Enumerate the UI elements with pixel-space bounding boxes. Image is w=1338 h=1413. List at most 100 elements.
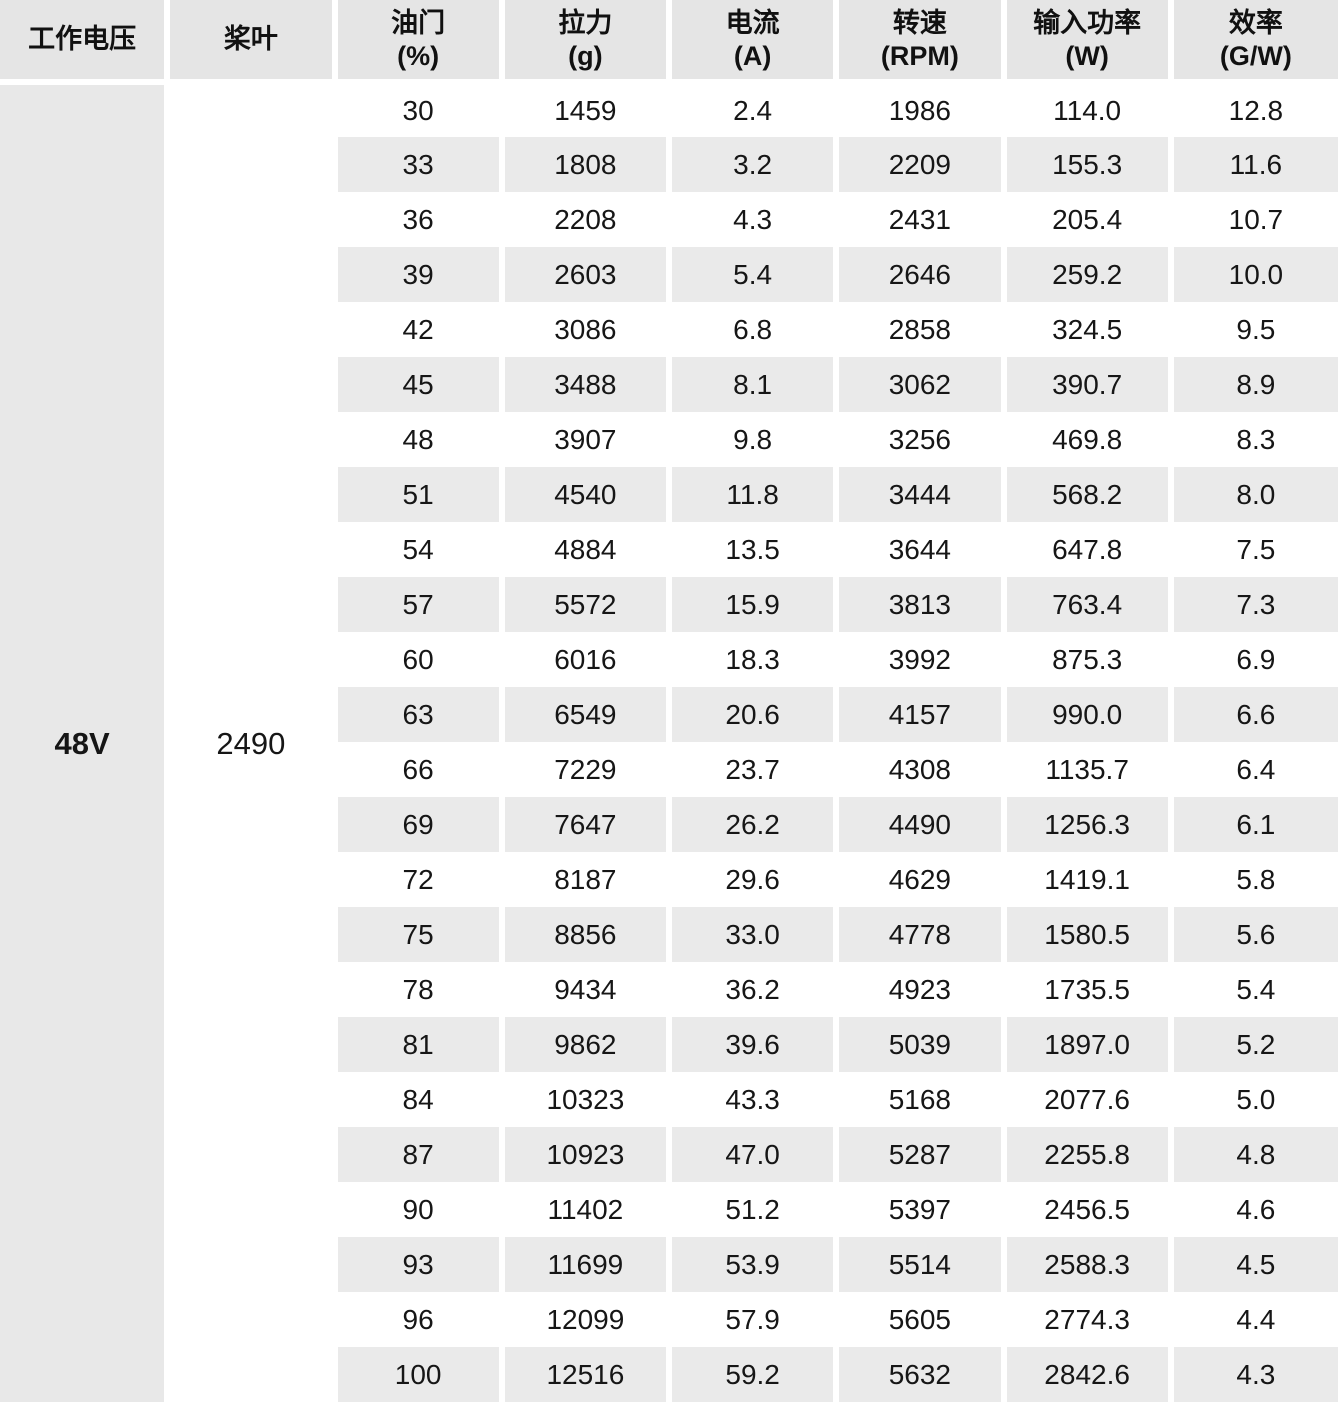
column-header-voltage: 工作电压 [0, 0, 168, 85]
cell-throttle: 57 [331, 577, 502, 632]
cell-throttle: 93 [331, 1237, 502, 1292]
cell-throttle: 30 [331, 82, 502, 137]
column-header-throttle-unit: (%) [397, 40, 440, 71]
cell-rpm: 3644 [833, 522, 1004, 577]
column-header-rpm-label: 转速 [892, 7, 947, 38]
cell-current: 6.8 [665, 302, 837, 357]
table-row: 42 3086 6.8 2858 324.5 9.5 [0, 302, 1338, 357]
cell-current: 23.7 [665, 742, 837, 797]
cell-efficiency: 5.8 [1167, 852, 1338, 907]
cell-rpm: 5287 [833, 1127, 1004, 1182]
cell-efficiency: 8.3 [1167, 412, 1338, 467]
cell-throttle: 72 [331, 852, 502, 907]
column-header-input-power-unit: (W) [1065, 40, 1109, 71]
cell-rpm: 4778 [833, 907, 1004, 962]
cell-thrust: 12516 [498, 1347, 669, 1402]
column-header-voltage-label: 工作电压 [28, 24, 137, 54]
header-row: 工作电压 桨叶 油门 (%) 拉力 (g) 电流 (A) 转速 (RPM) [0, 0, 1338, 85]
cell-input-power: 2077.6 [1000, 1072, 1171, 1127]
cell-input-power: 2588.3 [1000, 1237, 1171, 1292]
cell-current: 29.6 [665, 852, 837, 907]
table-row: 45 3488 8.1 3062 390.7 8.9 [0, 357, 1338, 412]
cell-rpm: 1986 [833, 82, 1004, 137]
cell-rpm: 4923 [833, 962, 1004, 1017]
column-header-input-power: 输入功率 (W) [1000, 0, 1171, 85]
cell-current: 51.2 [665, 1182, 837, 1237]
cell-current: 9.8 [665, 412, 837, 467]
table-row: 66 7229 23.7 4308 1135.7 6.4 [0, 742, 1338, 797]
cell-efficiency: 5.2 [1167, 1017, 1338, 1072]
cell-efficiency: 4.5 [1167, 1237, 1338, 1292]
cell-input-power: 2456.5 [1000, 1182, 1171, 1237]
cell-rpm: 5397 [833, 1182, 1004, 1237]
table-row: 81 9862 39.6 5039 1897.0 5.2 [0, 1017, 1338, 1072]
cell-efficiency: 4.4 [1167, 1292, 1338, 1347]
table-row: 33 1808 3.2 2209 155.3 11.6 [0, 137, 1338, 192]
cell-input-power: 1419.1 [1000, 852, 1171, 907]
column-header-throttle-label: 油门 [391, 7, 446, 38]
cell-throttle: 54 [331, 522, 502, 577]
cell-thrust: 6016 [498, 632, 669, 687]
cell-throttle: 69 [331, 797, 502, 852]
cell-thrust: 8856 [498, 907, 669, 962]
cell-throttle: 42 [331, 302, 502, 357]
cell-efficiency: 4.3 [1167, 1347, 1338, 1402]
cell-thrust: 11699 [498, 1237, 669, 1292]
table-row: 54 4884 13.5 3644 647.8 7.5 [0, 522, 1338, 577]
propeller-cell: 2490 [164, 82, 335, 1402]
cell-throttle: 33 [331, 137, 502, 192]
cell-current: 47.0 [665, 1127, 837, 1182]
cell-thrust: 9434 [498, 962, 669, 1017]
table-body: 48V 2490 30 1459 2.4 1986 114.0 12.8 33 1808 3.2 22… [0, 82, 1338, 1402]
cell-thrust: 7647 [498, 797, 669, 852]
table-row: 84 10323 43.3 5168 2077.6 5.0 [0, 1072, 1338, 1127]
cell-input-power: 990.0 [1000, 687, 1171, 742]
table-row: 39 2603 5.4 2646 259.2 10.0 [0, 247, 1338, 302]
table-row: 63 6549 20.6 4157 990.0 6.6 [0, 687, 1338, 742]
cell-thrust: 4884 [498, 522, 669, 577]
cell-throttle: 100 [331, 1347, 502, 1402]
table-row: 69 7647 26.2 4490 1256.3 6.1 [0, 797, 1338, 852]
cell-rpm: 2431 [833, 192, 1004, 247]
cell-rpm: 2209 [833, 137, 1004, 192]
cell-thrust: 8187 [498, 852, 669, 907]
cell-input-power: 469.8 [1000, 412, 1171, 467]
cell-efficiency: 5.4 [1167, 962, 1338, 1017]
column-header-current: 电流 (A) [665, 0, 837, 85]
cell-rpm: 2646 [833, 247, 1004, 302]
cell-rpm: 3992 [833, 632, 1004, 687]
cell-input-power: 259.2 [1000, 247, 1171, 302]
cell-throttle: 90 [331, 1182, 502, 1237]
cell-input-power: 155.3 [1000, 137, 1171, 192]
column-header-throttle: 油门 (%) [331, 0, 502, 85]
cell-current: 8.1 [665, 357, 837, 412]
voltage-cell: 48V [0, 82, 168, 1402]
cell-current: 4.3 [665, 192, 837, 247]
cell-rpm: 3062 [833, 357, 1004, 412]
cell-input-power: 324.5 [1000, 302, 1171, 357]
cell-input-power: 2842.6 [1000, 1347, 1171, 1402]
cell-rpm: 4490 [833, 797, 1004, 852]
cell-throttle: 63 [331, 687, 502, 742]
table-row: 75 8856 33.0 4778 1580.5 5.6 [0, 907, 1338, 962]
column-header-rpm-unit: (RPM) [880, 40, 959, 71]
cell-thrust: 10323 [498, 1072, 669, 1127]
cell-throttle: 60 [331, 632, 502, 687]
table-row: 96 12099 57.9 5605 2774.3 4.4 [0, 1292, 1338, 1347]
cell-input-power: 568.2 [1000, 467, 1171, 522]
cell-efficiency: 7.3 [1167, 577, 1338, 632]
cell-efficiency: 7.5 [1167, 522, 1338, 577]
column-header-efficiency-unit: (G/W) [1219, 40, 1292, 71]
table-row: 48 3907 9.8 3256 469.8 8.3 [0, 412, 1338, 467]
cell-rpm: 4157 [833, 687, 1004, 742]
cell-thrust: 1459 [498, 82, 669, 137]
cell-input-power: 1135.7 [1000, 742, 1171, 797]
cell-rpm: 5632 [833, 1347, 1004, 1402]
cell-thrust: 2603 [498, 247, 669, 302]
cell-throttle: 78 [331, 962, 502, 1017]
cell-input-power: 1256.3 [1000, 797, 1171, 852]
cell-thrust: 12099 [498, 1292, 669, 1347]
cell-current: 43.3 [665, 1072, 837, 1127]
cell-input-power: 1580.5 [1000, 907, 1171, 962]
